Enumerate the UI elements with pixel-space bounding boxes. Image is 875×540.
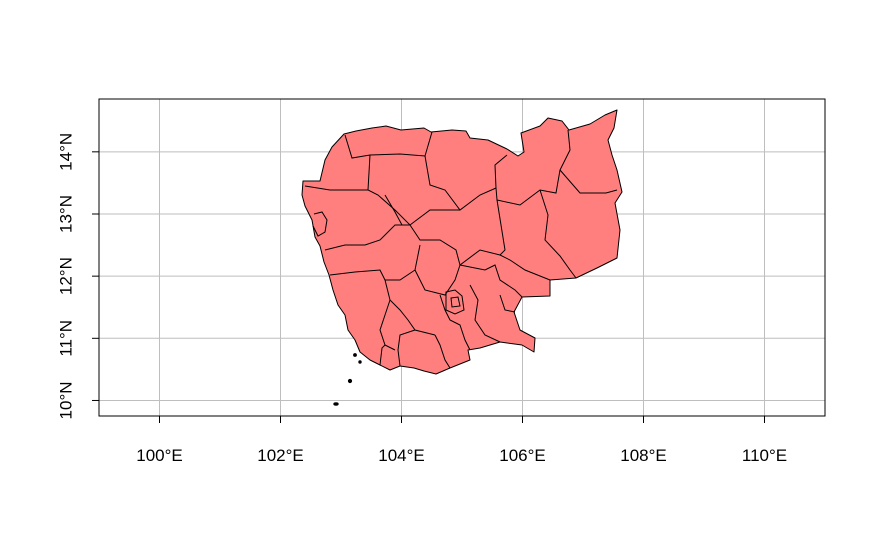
y-axis: 10°N 11°N 12°N 13°N 14°N <box>56 133 99 419</box>
province-border <box>379 344 386 366</box>
y-tick-label: 12°N <box>56 257 75 295</box>
x-tick-label: 108°E <box>620 446 667 465</box>
province-border <box>450 296 461 308</box>
x-tick-label: 104°E <box>378 446 425 465</box>
x-tick-label: 100°E <box>136 446 183 465</box>
province-border <box>559 169 618 194</box>
y-tick-label: 11°N <box>56 320 75 357</box>
province-border <box>439 294 471 351</box>
province-border <box>424 154 508 211</box>
cambodia-map <box>301 109 623 406</box>
country-outline <box>301 109 623 375</box>
province-border <box>409 224 501 266</box>
y-tick-label: 10°N <box>56 381 75 419</box>
islet <box>333 402 339 406</box>
province-border <box>496 199 551 281</box>
province-border <box>397 329 416 367</box>
y-tick-label: 14°N <box>56 133 75 171</box>
province-border <box>499 294 516 313</box>
province-border <box>495 129 571 206</box>
province-border <box>304 185 368 191</box>
province-border <box>384 279 436 336</box>
province-border <box>459 264 523 298</box>
province-border <box>384 194 403 226</box>
x-tick-label: 110°E <box>742 446 787 465</box>
province-border <box>379 299 396 351</box>
plot-frame <box>98 98 826 417</box>
province-border <box>312 211 328 237</box>
province-borders <box>304 129 618 369</box>
x-axis: 100°E 102°E 104°E 106°E 108°E 110°E <box>136 416 787 465</box>
x-tick-label: 106°E <box>499 446 546 465</box>
x-tick-label: 102°E <box>257 446 304 465</box>
islet <box>353 353 357 357</box>
province-border <box>539 189 577 279</box>
plot-frame-group <box>98 98 826 417</box>
islet <box>347 378 353 384</box>
y-tick-label: 13°N <box>56 195 75 233</box>
province-border <box>414 264 461 296</box>
province-border <box>469 284 501 343</box>
islet <box>358 360 362 364</box>
province-border <box>344 131 433 159</box>
province-border <box>324 224 410 251</box>
province-border <box>434 334 451 369</box>
province-border <box>445 289 465 315</box>
